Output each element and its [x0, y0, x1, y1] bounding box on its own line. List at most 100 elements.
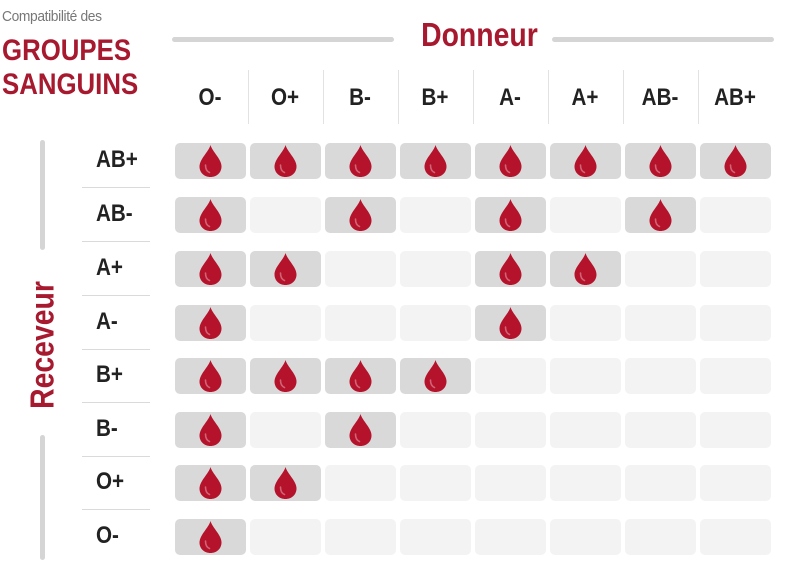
column-separator: [473, 70, 474, 124]
column-separator: [698, 70, 699, 124]
incompatible-cell: [625, 412, 696, 448]
incompatible-cell: [250, 197, 321, 233]
row-separator: [82, 241, 150, 242]
donor-column-header: O-: [198, 84, 222, 111]
column-separator: [398, 70, 399, 124]
incompatible-cell: [400, 412, 471, 448]
compatible-cell: [325, 412, 396, 448]
donor-header-line-right: [552, 37, 774, 42]
recipient-row-header: B+: [96, 361, 123, 388]
donor-axis-label: Donneur: [421, 16, 538, 53]
recipient-row-header: AB+: [96, 146, 138, 173]
incompatible-cell: [475, 358, 546, 394]
blood-drop-icon: [424, 360, 447, 392]
row-separator: [82, 295, 150, 296]
compatible-cell: [175, 143, 246, 179]
incompatible-cell: [550, 465, 621, 501]
recipient-row-header: B-: [96, 415, 118, 442]
recipient-row-header: AB-: [96, 200, 133, 227]
compatible-cell: [175, 412, 246, 448]
compatible-cell: [175, 465, 246, 501]
compatible-cell: [625, 143, 696, 179]
blood-drop-icon: [199, 199, 222, 231]
recipient-axis-line-top: [40, 140, 45, 250]
compatible-cell: [625, 197, 696, 233]
incompatible-cell: [325, 465, 396, 501]
compatible-cell: [550, 143, 621, 179]
row-separator: [82, 187, 150, 188]
row-separator: [82, 349, 150, 350]
blood-drop-icon: [499, 307, 522, 339]
compatible-cell: [250, 465, 321, 501]
column-separator: [623, 70, 624, 124]
blood-drop-icon: [724, 145, 747, 177]
chart-title-line2: SANGUINS: [2, 68, 139, 101]
incompatible-cell: [550, 519, 621, 555]
compatible-cell: [175, 251, 246, 287]
incompatible-cell: [400, 305, 471, 341]
compatible-cell: [475, 305, 546, 341]
donor-column-header: B-: [349, 84, 371, 111]
incompatible-cell: [700, 305, 771, 341]
row-separator: [82, 402, 150, 403]
incompatible-cell: [550, 358, 621, 394]
compatible-cell: [325, 358, 396, 394]
blood-drop-icon: [274, 360, 297, 392]
blood-drop-icon: [199, 307, 222, 339]
compatible-cell: [400, 143, 471, 179]
recipient-row-header: A+: [96, 254, 123, 281]
recipient-row-header: A-: [96, 308, 118, 335]
recipient-row-header: O+: [96, 468, 125, 495]
blood-drop-icon: [199, 145, 222, 177]
incompatible-cell: [625, 465, 696, 501]
blood-drop-icon: [349, 199, 372, 231]
blood-drop-icon: [349, 414, 372, 446]
incompatible-cell: [250, 305, 321, 341]
recipient-axis-label: Receveur: [23, 281, 61, 409]
incompatible-cell: [700, 251, 771, 287]
blood-drop-icon: [424, 145, 447, 177]
blood-drop-icon: [199, 414, 222, 446]
incompatible-cell: [325, 251, 396, 287]
recipient-axis-line-bottom: [40, 435, 45, 560]
donor-column-header: AB+: [714, 84, 756, 111]
incompatible-cell: [625, 519, 696, 555]
incompatible-cell: [400, 519, 471, 555]
blood-drop-icon: [499, 253, 522, 285]
column-separator: [548, 70, 549, 124]
incompatible-cell: [625, 305, 696, 341]
row-separator: [82, 509, 150, 510]
incompatible-cell: [475, 412, 546, 448]
donor-column-header: B+: [421, 84, 449, 111]
donor-column-header: A-: [499, 84, 521, 111]
incompatible-cell: [400, 197, 471, 233]
column-separator: [248, 70, 249, 124]
blood-drop-icon: [499, 145, 522, 177]
donor-column-header: A+: [571, 84, 599, 111]
incompatible-cell: [250, 412, 321, 448]
incompatible-cell: [625, 358, 696, 394]
compatible-cell: [175, 519, 246, 555]
blood-drop-icon: [574, 253, 597, 285]
incompatible-cell: [550, 305, 621, 341]
donor-header-line-left: [172, 37, 394, 42]
incompatible-cell: [475, 519, 546, 555]
blood-drop-icon: [199, 360, 222, 392]
compatible-cell: [475, 251, 546, 287]
blood-drop-icon: [199, 253, 222, 285]
chart-title-line1: GROUPES: [2, 34, 132, 67]
blood-drop-icon: [499, 199, 522, 231]
blood-drop-icon: [274, 467, 297, 499]
blood-drop-icon: [574, 145, 597, 177]
compatible-cell: [700, 143, 771, 179]
recipient-row-header: O-: [96, 522, 119, 549]
incompatible-cell: [700, 358, 771, 394]
incompatible-cell: [700, 412, 771, 448]
incompatible-cell: [325, 519, 396, 555]
compatible-cell: [475, 143, 546, 179]
blood-drop-icon: [199, 467, 222, 499]
incompatible-cell: [400, 251, 471, 287]
blood-drop-icon: [349, 145, 372, 177]
donor-column-header: AB-: [641, 84, 679, 111]
blood-drop-icon: [649, 199, 672, 231]
